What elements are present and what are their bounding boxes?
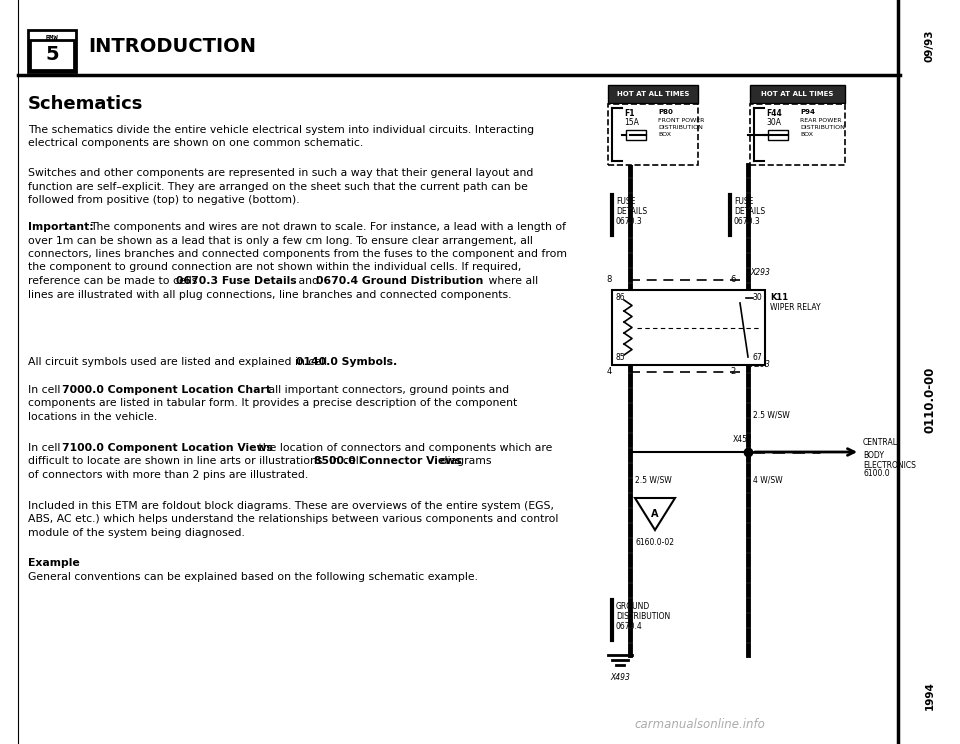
Text: DISTRIBUTION: DISTRIBUTION (800, 125, 845, 130)
Text: lines are illustrated with all plug connections, line branches and connected com: lines are illustrated with all plug conn… (28, 289, 512, 300)
Text: 0670.3 Fuse Details: 0670.3 Fuse Details (176, 276, 297, 286)
Bar (608, 85, 698, 103)
Text: 7100.0 Component Location Views: 7100.0 Component Location Views (62, 443, 273, 453)
Text: of connectors with more than 2 pins are illustrated.: of connectors with more than 2 pins are … (28, 470, 308, 480)
Text: F44: F44 (766, 109, 781, 118)
Text: Important:: Important: (28, 222, 94, 232)
Bar (768, 129, 788, 139)
Bar (626, 129, 646, 139)
Text: P80: P80 (658, 109, 673, 115)
Text: reference can be made to cells: reference can be made to cells (28, 276, 201, 286)
Text: 15A: 15A (624, 118, 638, 127)
Text: DISTRIBUTION: DISTRIBUTION (616, 612, 670, 621)
Text: 09/93: 09/93 (925, 30, 935, 62)
Text: the component to ground connection are not shown within the individual cells. If: the component to ground connection are n… (28, 263, 521, 272)
Text: 85: 85 (615, 353, 625, 362)
Bar (30, 40, 74, 70)
Text: 4 W/SW: 4 W/SW (753, 475, 782, 484)
Text: X452: X452 (733, 435, 753, 444)
Text: DISTRIBUTION: DISTRIBUTION (658, 125, 703, 130)
Text: The schematics divide the entire vehicle electrical system into individual circu: The schematics divide the entire vehicle… (28, 125, 534, 135)
Text: where all: where all (485, 276, 539, 286)
Bar (750, 85, 845, 103)
Text: 5: 5 (45, 45, 59, 65)
Text: BOX: BOX (800, 132, 813, 137)
Text: FUSE: FUSE (616, 197, 636, 206)
Text: HOT AT ALL TIMES: HOT AT ALL TIMES (761, 91, 833, 97)
Text: GROUND: GROUND (616, 602, 650, 611)
Text: 0670.4 Ground Distribution: 0670.4 Ground Distribution (316, 276, 484, 286)
Text: K11: K11 (770, 293, 788, 302)
Text: 6160.0-02: 6160.0-02 (636, 538, 675, 547)
Text: 30: 30 (753, 293, 762, 302)
Text: Switches and other components are represented in such a way that their general l: Switches and other components are repres… (28, 168, 534, 178)
Text: DETAILS: DETAILS (734, 207, 765, 216)
Text: CENTRAL: CENTRAL (863, 438, 898, 447)
Text: locations in the vehicle.: locations in the vehicle. (28, 412, 157, 422)
Text: 0670.3: 0670.3 (734, 217, 760, 226)
Text: the location of connectors and components which are: the location of connectors and component… (255, 443, 552, 453)
Text: 2: 2 (731, 368, 736, 376)
Text: Example: Example (28, 558, 80, 568)
Text: 4: 4 (607, 368, 612, 376)
Polygon shape (635, 498, 675, 530)
Bar (612, 290, 765, 365)
Text: over 1m can be shown as a lead that is only a few cm long. To ensure clear arran: over 1m can be shown as a lead that is o… (28, 236, 533, 246)
Text: BODY: BODY (863, 452, 884, 461)
Text: 86: 86 (615, 293, 625, 302)
Text: 6: 6 (731, 275, 736, 284)
Text: Schematics: Schematics (28, 95, 143, 113)
Text: In cell: In cell (28, 385, 64, 395)
Text: All circuit symbols used are listed and explained in cell: All circuit symbols used are listed and … (28, 357, 330, 367)
Text: 0670.4: 0670.4 (616, 622, 643, 631)
Text: X293: X293 (750, 360, 770, 369)
Text: 2.5 W/SW: 2.5 W/SW (635, 475, 672, 484)
Text: carmanualsonline.info: carmanualsonline.info (635, 719, 765, 731)
Text: A: A (651, 509, 659, 519)
Text: INTRODUCTION: INTRODUCTION (88, 37, 256, 57)
Text: ELECTRONICS: ELECTRONICS (863, 461, 916, 469)
Text: ABS, AC etc.) which helps understand the relationships between various component: ABS, AC etc.) which helps understand the… (28, 515, 559, 525)
Text: General conventions can be explained based on the following schematic example.: General conventions can be explained bas… (28, 571, 478, 582)
Text: FRONT POWER: FRONT POWER (658, 118, 705, 123)
Text: difficult to locate are shown in line arts or illustrations. In cell: difficult to locate are shown in line ar… (28, 457, 365, 466)
Text: 2.5 W/SW: 2.5 W/SW (753, 411, 790, 420)
Bar (28, 30, 76, 72)
Text: 0670.3: 0670.3 (616, 217, 643, 226)
Text: X293: X293 (750, 268, 770, 277)
Text: 30A: 30A (766, 118, 781, 127)
Text: The components and wires are not drawn to scale. For instance, a lead with a len: The components and wires are not drawn t… (90, 222, 566, 232)
Text: 1994: 1994 (925, 681, 935, 710)
Text: WIPER RELAY: WIPER RELAY (770, 303, 821, 312)
Text: 7000.0 Component Location Chart: 7000.0 Component Location Chart (62, 385, 271, 395)
Text: components are listed in tabular form. It provides a precise description of the : components are listed in tabular form. I… (28, 399, 517, 408)
Text: REAR POWER: REAR POWER (800, 118, 842, 123)
Text: Included in this ETM are foldout block diagrams. These are overviews of the enti: Included in this ETM are foldout block d… (28, 501, 554, 511)
Text: module of the system being diagnosed.: module of the system being diagnosed. (28, 528, 245, 538)
Text: connectors, lines branches and connected components from the fuses to the compon: connectors, lines branches and connected… (28, 249, 567, 259)
Text: all important connectors, ground points and: all important connectors, ground points … (265, 385, 509, 395)
Text: FUSE: FUSE (734, 197, 754, 206)
Text: X493: X493 (610, 673, 630, 682)
Text: DETAILS: DETAILS (616, 207, 647, 216)
Text: and: and (295, 276, 323, 286)
Text: 0140.0 Symbols.: 0140.0 Symbols. (296, 357, 397, 367)
Text: BMW: BMW (46, 35, 59, 41)
Bar (608, 104, 698, 165)
Text: In cell: In cell (28, 443, 64, 453)
Text: HOT AT ALL TIMES: HOT AT ALL TIMES (617, 91, 689, 97)
Text: BOX: BOX (658, 132, 671, 137)
Text: P94: P94 (800, 109, 815, 115)
Text: 0110.0-00: 0110.0-00 (924, 367, 937, 433)
Text: 8: 8 (607, 275, 612, 284)
Text: followed from positive (top) to negative (bottom).: followed from positive (top) to negative… (28, 195, 300, 205)
Text: F1: F1 (624, 109, 635, 118)
Text: diagrams: diagrams (437, 457, 492, 466)
Text: 67: 67 (753, 353, 762, 362)
Text: electrical components are shown on one common schematic.: electrical components are shown on one c… (28, 138, 363, 149)
Text: 6100.0: 6100.0 (863, 469, 890, 478)
Text: function are self–explicit. They are arranged on the sheet such that the current: function are self–explicit. They are arr… (28, 182, 528, 191)
Text: 8500.0 Connector Views: 8500.0 Connector Views (314, 457, 462, 466)
Bar (750, 104, 845, 165)
